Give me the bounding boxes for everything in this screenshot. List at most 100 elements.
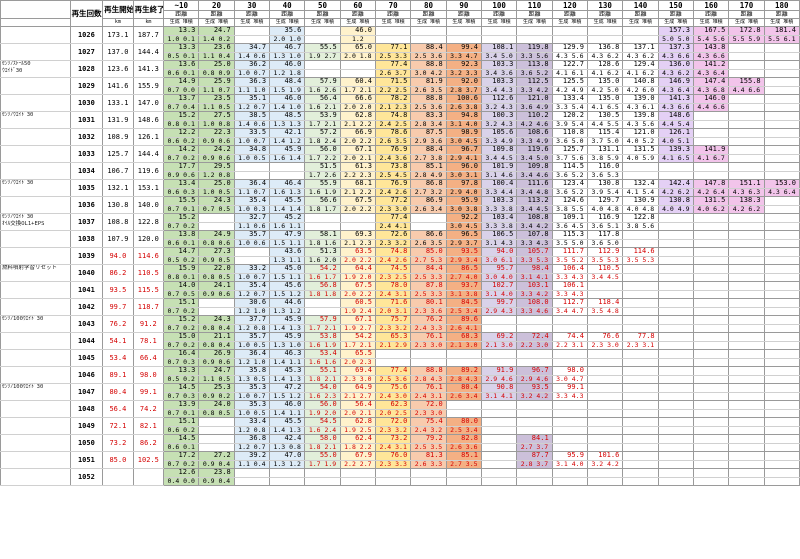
bin-gen-acc: 2.7 3.8 <box>410 153 447 163</box>
bin-distance: 45.5 <box>269 196 306 206</box>
bin-gen-acc: 2.5 3.5 <box>410 442 447 452</box>
bin-distance: 81.9 <box>410 77 447 87</box>
bin-distance: 76.9 <box>375 179 412 189</box>
bin-gen-acc: 3.2 3.3 <box>445 68 483 78</box>
bin-distance: 24.0 <box>198 400 235 410</box>
km-start: 72.1 <box>102 417 134 435</box>
bin-distance <box>763 451 800 461</box>
bin-distance: 90.8 <box>480 383 518 393</box>
bin-distance <box>198 298 235 308</box>
bin-distance: 103.3 <box>480 77 518 87</box>
bin-distance <box>763 213 800 223</box>
table-row-sub: 0.7 0.3 0.9 0.2 1.0 0.7 1.5 1.2 1.6 2.3 2.1 2… <box>1 391 800 401</box>
bin-gen-acc: 1.2 0.8 <box>233 425 271 435</box>
bin-gen-acc <box>728 289 765 299</box>
table-row: ｾﾝｿﾉｳｴｲﾄﾞ30 ｵｲﾙ交換OL1+EPS 1037 108.8 122.8 15… <box>0 213 800 231</box>
header-row: 再生回数 再生開始 再生終了 ~10 20 30 40 50 60 70 80 90 100 110 120… <box>0 0 800 27</box>
bin-gen-acc: 2.7 3.7 <box>516 442 553 452</box>
bin-distance: 15.1 <box>163 298 200 308</box>
bin-distance: 69.3 <box>339 230 377 240</box>
bin-distance <box>657 417 694 427</box>
bin-gen-acc <box>410 221 447 231</box>
bin-gen-acc: 1.6 1.7 <box>304 272 341 282</box>
bin-gen-acc: 3.3 5.6 <box>516 51 553 61</box>
bin-gen-acc: 2.0 2.2 <box>339 204 377 214</box>
bin-distance <box>622 298 659 308</box>
bin-distance: 55.1 <box>304 366 341 376</box>
bin-distance: 86.9 <box>410 196 447 206</box>
bin-header: 40 <box>269 0 306 11</box>
bin-gen-acc: 0.9 0.4 <box>198 476 235 486</box>
bin-distance: 67.9 <box>339 451 377 461</box>
note-header-blank <box>0 18 71 27</box>
bin-distance: 114.5 <box>551 162 588 172</box>
bin-distance: 24.7 <box>198 366 235 376</box>
bin-gen-acc: 2.4 3.1 <box>375 442 412 452</box>
bin-gen-acc: 2.3 3.0 <box>586 340 624 350</box>
bin-gen-acc: 0.9 0.6 <box>163 170 200 180</box>
bin-distance: 27.3 <box>198 247 235 257</box>
bin-gen-acc: 0.8 0.4 <box>198 323 235 333</box>
bin-gen-acc: 0.7 0.5 <box>163 289 200 299</box>
bin-header: 130 <box>586 0 624 11</box>
bin-gen-acc <box>622 374 659 384</box>
bin-gen-acc: 4.2 6.4 <box>692 187 730 197</box>
bin-distance <box>728 298 765 308</box>
bin-gen-acc <box>763 51 800 61</box>
bin-gen-acc: 3.4 5.0 <box>480 51 518 61</box>
km-unit-label: km <box>132 18 165 27</box>
bin-gen-acc <box>445 357 483 367</box>
bin-gen-acc <box>692 408 730 418</box>
bin-gen-acc: 3.4 4.7 <box>551 306 588 316</box>
bin-gen-acc: 2.5 3.6 <box>375 374 412 384</box>
bin-gen-acc: 4.3 6.2 <box>657 68 694 78</box>
bin-gen-acc: 3.1 4.1 <box>516 272 553 282</box>
bin-distance: 77.2 <box>375 196 412 206</box>
bin-gen-acc <box>657 272 694 282</box>
bin-distance <box>622 230 659 240</box>
bin-gen-acc: 0.7 0.2 <box>163 459 200 469</box>
bin-distance: 108.0 <box>516 298 553 308</box>
bin-gen-acc <box>728 238 765 248</box>
bin-gen-acc: 3.9 5.4 <box>586 187 624 197</box>
bin-distance: 24.1 <box>198 281 235 291</box>
bin-gen-acc: 1.5 1.1 <box>269 272 306 282</box>
bin-gen-acc <box>516 425 553 435</box>
table-row: ｾﾝｿﾉｳｴｲﾄﾞ30 1031 131.9 148.6 15.2 27.5 38.5 48.… <box>0 111 800 129</box>
bin-gen-acc: 3.6 5.2 <box>551 187 588 197</box>
bin-distance: 97.8 <box>445 179 483 189</box>
bin-gen-acc <box>586 442 624 452</box>
bin-gen-acc: 3.4 3.6 <box>480 68 518 78</box>
bin-gen-acc: 4.3 5.6 <box>551 51 588 61</box>
bin-gen-acc: 2.4 2.6 <box>375 187 412 197</box>
bin-distance: 56.6 <box>304 196 341 206</box>
bin-distance: 78.0 <box>375 281 412 291</box>
bin-gen-acc: 1.0 0.7 <box>233 68 271 78</box>
km-start: 108.8 <box>102 213 134 231</box>
bin-distance: 96.5 <box>445 230 483 240</box>
bin-gen-acc <box>728 272 765 282</box>
bin-gen-acc: 2.3 3.0 <box>375 204 412 214</box>
bin-gen-acc <box>198 425 235 435</box>
run-number: 1033 <box>69 145 104 163</box>
bin-gen-acc: 3.3 4.3 <box>551 272 588 282</box>
bin-gen-acc: 2.7 5.3 <box>410 255 447 265</box>
bin-distance <box>763 434 800 444</box>
bin-distance: 24.3 <box>198 196 235 206</box>
bin-gen-acc: 2.5 3.4 <box>445 306 483 316</box>
bin-gen-acc <box>692 289 730 299</box>
gen-acc-label-row: km km 生成 堆積 生成 堆積 生成 堆積 生成 堆積 生成 堆積 生成 堆積 生成 堆積生… <box>0 18 800 27</box>
bin-gen-acc: 0.5 0.2 <box>163 255 200 265</box>
bin-distance <box>692 264 730 274</box>
row-note: 燃料噴射学習リセット <box>0 264 71 282</box>
bin-distance <box>763 468 800 478</box>
bin-gen-acc <box>622 476 659 486</box>
bin-header: 90 <box>445 0 483 11</box>
bin-gen-acc: 0.9 0.6 <box>198 153 235 163</box>
gen-acc-label: 生成 堆積 <box>551 18 588 27</box>
bin-header: 20 <box>198 0 235 11</box>
bin-distance: 100.3 <box>480 111 518 121</box>
bin-gen-acc <box>728 306 765 316</box>
row-note <box>0 196 71 214</box>
bin-distance <box>586 383 624 393</box>
